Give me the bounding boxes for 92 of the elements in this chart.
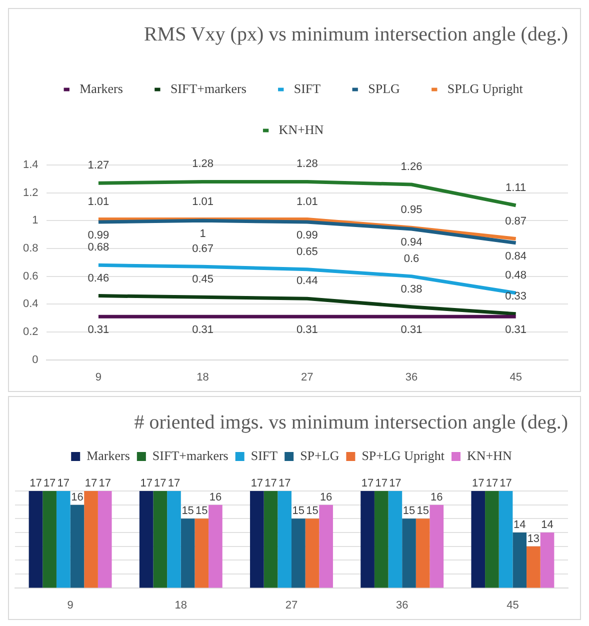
data-label: 15	[402, 505, 416, 518]
data-label: 0.31	[296, 324, 318, 336]
data-label: 17	[389, 478, 402, 490]
x-tick-label: 36	[396, 599, 408, 612]
x-tick-label: 45	[506, 599, 519, 612]
legend-label: KN+HN	[467, 448, 513, 463]
legend-label: SPLG	[368, 80, 400, 96]
x-tick-label: 27	[301, 371, 314, 384]
legend-label: SIFT	[250, 448, 278, 463]
x-tick-label: 18	[174, 599, 188, 612]
data-label: 17	[264, 478, 277, 490]
data-label: 0.46	[88, 272, 110, 284]
data-label: 16	[71, 491, 84, 504]
data-label: 13	[527, 532, 540, 545]
data-label: 0.68	[88, 242, 110, 254]
y-tick-label: 0.2	[22, 326, 38, 338]
data-label: 0.38	[400, 283, 422, 296]
data-label: 1.28	[192, 158, 214, 170]
legend-label: SP+LG Upright	[362, 448, 445, 463]
legend-label: KN+HN	[278, 122, 324, 137]
x-tick-label: 36	[405, 371, 418, 384]
data-label: 0.94	[400, 236, 422, 249]
data-label: 0.95	[400, 204, 422, 216]
data-label: 0.31	[88, 324, 110, 336]
data-label: 0.33	[505, 290, 527, 302]
y-tick-label: 1.2	[22, 186, 38, 199]
data-label: 0.65	[296, 246, 318, 258]
data-label: 1.01	[88, 196, 110, 208]
data-label: 1.01	[192, 196, 214, 208]
data-label: 0.45	[192, 274, 214, 286]
x-tick-label: 27	[285, 599, 298, 612]
data-label: 0.6	[404, 252, 420, 265]
data-label: 1.11	[506, 182, 526, 194]
data-label: 1.26	[400, 161, 422, 174]
data-label: 0.44	[296, 275, 318, 288]
data-label: 0.31	[400, 324, 422, 336]
legend-label: Markers	[86, 448, 130, 463]
y-tick-label: 1.4	[22, 159, 38, 172]
data-label: 17	[500, 478, 512, 490]
data-label: 17	[57, 478, 70, 490]
data-label: 17	[43, 478, 56, 490]
y-tick-label: 0	[32, 354, 38, 366]
y-tick-label: 1	[32, 214, 38, 227]
data-label: 0.87	[505, 215, 527, 228]
data-label: 0.84	[505, 250, 527, 262]
data-label: 0.31	[505, 324, 527, 336]
legend-label: SIFT	[294, 80, 321, 96]
data-label: 17	[154, 478, 166, 490]
chart-title: # oriented imgs. vs minimum intersection angle (deg.)	[134, 411, 568, 434]
y-tick-label: 0.4	[22, 298, 38, 310]
data-label: 15	[416, 505, 429, 518]
data-label: 1.27	[88, 160, 110, 172]
legend-label: SIFT+markers	[152, 448, 228, 463]
data-label: 15	[196, 505, 208, 518]
x-tick-label: 9	[67, 599, 74, 612]
data-label: 14	[513, 519, 526, 532]
data-label: 17	[30, 478, 42, 490]
data-label: 17	[472, 478, 484, 490]
x-tick-label: 45	[510, 371, 522, 384]
y-tick-label: 0.6	[22, 270, 38, 282]
data-label: 17	[361, 478, 374, 490]
data-label: 17	[140, 478, 152, 490]
legend-label: Markers	[80, 80, 123, 96]
data-label: 16	[430, 491, 443, 504]
x-tick-label: 9	[95, 371, 102, 384]
data-label: 15	[292, 505, 305, 518]
data-label: 0.67	[192, 243, 214, 256]
data-label: 0.99	[88, 230, 110, 242]
data-label: 16	[320, 491, 332, 504]
legend-label: SPLG Upright	[447, 80, 524, 96]
data-label: 1.01	[296, 196, 318, 208]
data-label: 17	[250, 478, 264, 490]
data-label: 15	[306, 505, 318, 518]
data-label: 1	[200, 228, 206, 240]
data-label: 14	[541, 519, 554, 532]
data-label: 1.28	[296, 158, 318, 170]
data-label: 0.31	[192, 324, 214, 336]
data-label: 17	[278, 478, 291, 490]
x-tick-label: 18	[196, 371, 209, 384]
data-label: 16	[209, 491, 222, 504]
data-label: 0.48	[505, 270, 527, 282]
data-label: 17	[98, 478, 111, 490]
data-label: 17	[375, 478, 388, 490]
chart-title: RMS Vxy (px) vs minimum intersection angle (deg.)	[144, 23, 568, 46]
data-label: 17	[84, 478, 98, 490]
data-label: 17	[486, 478, 498, 490]
data-label: 15	[182, 505, 194, 518]
legend-label: SIFT+markers	[170, 80, 246, 96]
legend-label: SP+LG	[300, 448, 340, 463]
y-tick-label: 0.8	[22, 242, 38, 255]
data-label: 0.99	[296, 230, 318, 242]
data-label: 17	[168, 478, 180, 490]
